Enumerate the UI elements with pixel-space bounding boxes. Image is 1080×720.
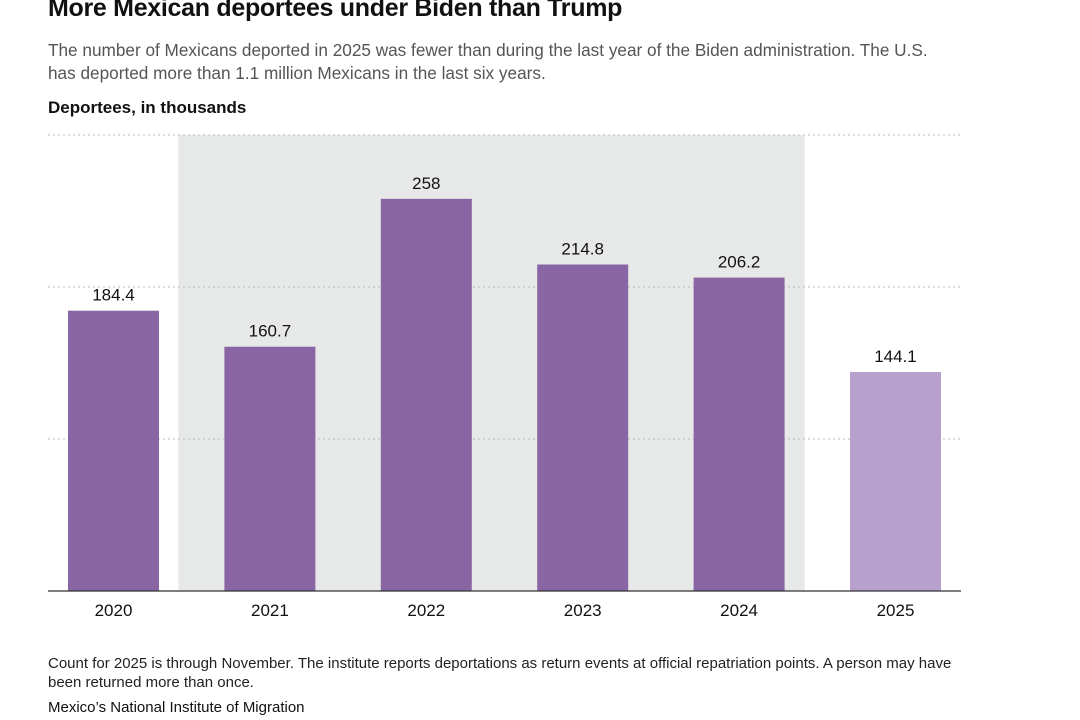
footnote: Count for 2025 is through November. The …: [48, 655, 952, 691]
bar-2024: [693, 277, 785, 591]
bar-chart: 184.4 2020 160.7 2021 258 2022 214.8 2023 206.2 2…: [48, 134, 961, 620]
bar-2023: [537, 264, 629, 591]
chart-subtitle: The number of Mexicans deported in 2025 …: [48, 40, 928, 83]
bar-2025: [850, 371, 941, 591]
x-tick-label: 2024: [720, 601, 758, 620]
data-label: 214.8: [561, 240, 604, 259]
data-label: 160.7: [249, 322, 292, 341]
x-tick-label: 2025: [877, 601, 915, 620]
bar-2022: [380, 198, 472, 591]
data-label: 184.4: [92, 286, 135, 305]
x-tick-label: 2021: [251, 601, 289, 620]
data-label: 144.1: [874, 347, 917, 366]
data-label: 258: [412, 174, 440, 193]
bar-2020: [68, 310, 159, 591]
source: Mexico’s National Institute of Migration: [48, 699, 305, 716]
chart-title: More Mexican deportees under Biden than …: [48, 0, 623, 22]
bar-2021: [224, 346, 316, 591]
x-tick-label: 2022: [407, 601, 445, 620]
x-tick-label: 2020: [95, 601, 133, 620]
y-axis-label: Deportees, in thousands: [48, 98, 247, 117]
x-tick-label: 2023: [564, 601, 602, 620]
data-label: 206.2: [718, 253, 761, 272]
